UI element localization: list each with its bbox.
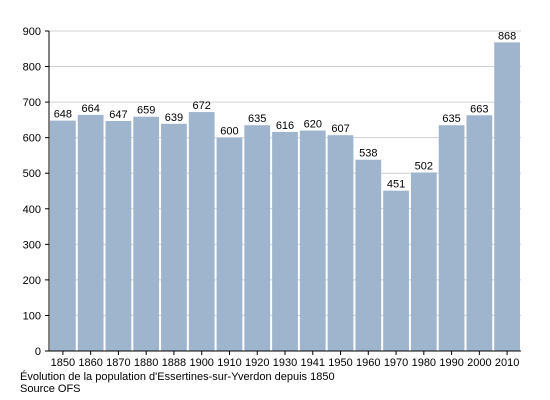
- y-tick-label: 900: [23, 26, 41, 38]
- x-tick-label: 1930: [273, 357, 297, 369]
- bar-value-label: 616: [276, 120, 294, 132]
- x-tick-labels: 1850 1860 1870 1880 1888 1900 1910 1920 1930 1941…: [51, 351, 519, 369]
- bar-value-label: 635: [248, 113, 266, 125]
- bar-value-label: 663: [470, 103, 488, 115]
- chart-caption-source: Source OFS: [20, 383, 81, 395]
- x-tick-label: 2000: [467, 357, 491, 369]
- bar: [494, 42, 520, 351]
- bar: [272, 131, 298, 351]
- bar: [438, 125, 465, 351]
- bar-value-label: 538: [359, 148, 377, 160]
- chart-caption-title: Évolution de la population d'Essertines-…: [20, 371, 335, 383]
- x-tick-label: 1880: [134, 357, 158, 369]
- x-tick-label: 1920: [245, 357, 269, 369]
- x-tick-label: 1970: [384, 357, 408, 369]
- y-tick-label: 100: [23, 310, 41, 322]
- x-tick-label: 1900: [189, 357, 213, 369]
- bar: [410, 172, 437, 351]
- y-tick-label: 200: [23, 275, 41, 287]
- value-labels: 648 664 647 659 639 672 600 635 616 620 607 538 451 5…: [54, 30, 517, 190]
- y-tick-label: 400: [23, 204, 41, 216]
- bar-value-label: 659: [137, 105, 155, 117]
- y-tick-label: 600: [23, 133, 41, 145]
- bar: [383, 190, 409, 351]
- bar: [355, 159, 382, 351]
- x-tick-label: 1850: [51, 357, 75, 369]
- x-tick-label: 1960: [356, 357, 380, 369]
- bar-value-label: 635: [442, 113, 460, 125]
- bars: [50, 42, 520, 352]
- bar-value-label: 620: [304, 119, 322, 131]
- y-tick-label: 500: [23, 168, 41, 180]
- bar-value-label: 600: [220, 126, 238, 138]
- y-tick-label: 800: [23, 62, 41, 74]
- bar: [466, 115, 493, 352]
- bar-value-label: 607: [331, 123, 349, 135]
- bar-value-label: 647: [109, 109, 127, 121]
- bar: [161, 123, 187, 351]
- x-tick-label: 2010: [495, 357, 519, 369]
- bar-value-label: 451: [387, 179, 405, 191]
- x-tick-label: 1941: [301, 357, 325, 369]
- x-tick-label: 1870: [106, 357, 130, 369]
- y-tick-labels: 0 100 200 300 400 500 600 700 800 900: [23, 26, 49, 358]
- bar-value-label: 672: [193, 100, 211, 112]
- bar: [133, 116, 160, 351]
- bar: [244, 125, 271, 351]
- x-tick-label: 1910: [217, 357, 241, 369]
- y-tick-label: 300: [23, 239, 41, 251]
- bar-value-label: 502: [415, 161, 433, 173]
- y-tick-label: 700: [23, 97, 41, 109]
- x-tick-label: 1888: [162, 357, 186, 369]
- bar-value-label: 868: [498, 30, 516, 42]
- x-tick-label: 1860: [78, 357, 102, 369]
- bar-value-label: 648: [54, 109, 72, 121]
- y-tick-label: 0: [35, 346, 41, 358]
- bar-value-label: 639: [165, 112, 183, 124]
- bar: [77, 114, 104, 352]
- bar: [216, 137, 243, 351]
- x-tick-label: 1980: [412, 357, 436, 369]
- bar-value-label: 664: [81, 103, 99, 115]
- bar: [50, 120, 76, 351]
- x-tick-label: 1990: [439, 357, 463, 369]
- x-tick-label: 1950: [328, 357, 352, 369]
- bar: [327, 135, 354, 351]
- bar: [299, 130, 326, 351]
- bar: [188, 112, 215, 351]
- bar: [105, 120, 132, 351]
